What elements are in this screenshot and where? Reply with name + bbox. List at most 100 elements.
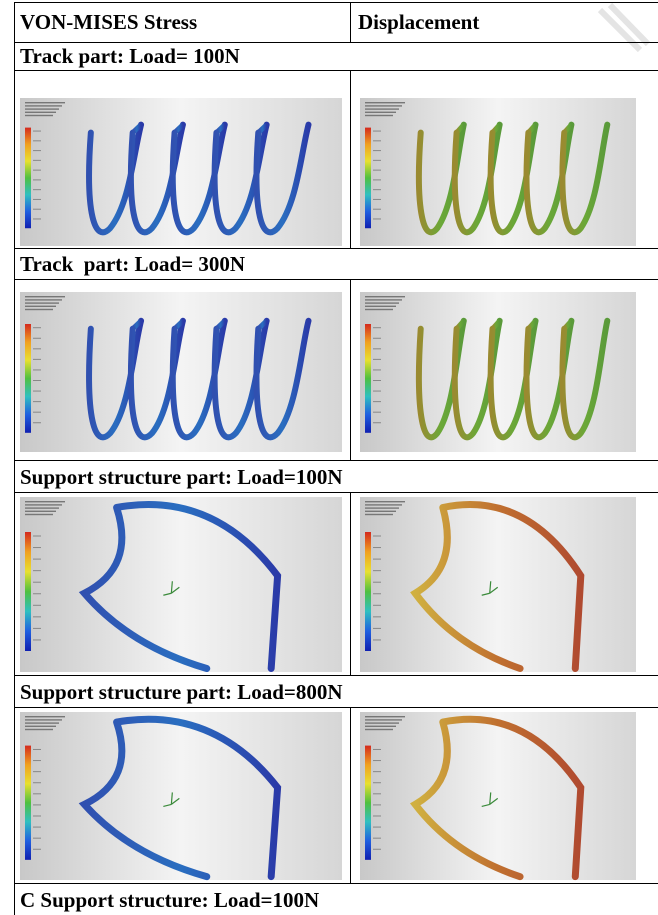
support-frame xyxy=(409,715,585,881)
simulation-image xyxy=(360,712,636,881)
support-frame xyxy=(410,501,585,672)
color-bar-tick xyxy=(33,547,41,549)
image-caption-line xyxy=(25,105,62,107)
image-caption-line xyxy=(365,105,402,107)
image-caption-line xyxy=(365,507,399,509)
color-bar xyxy=(25,127,31,229)
simulation-image xyxy=(360,497,636,672)
simulation-image xyxy=(20,497,342,672)
track-loop xyxy=(253,121,312,236)
track-loop xyxy=(559,121,611,236)
image-caption-line xyxy=(365,305,396,307)
color-bar xyxy=(365,127,371,229)
simulation-image xyxy=(360,98,636,246)
color-bar-tick xyxy=(373,327,381,329)
color-bar-tick xyxy=(33,401,41,403)
image-caption-line xyxy=(25,510,56,512)
image-caption-line xyxy=(25,501,65,503)
color-bar-tick xyxy=(373,218,381,220)
border xyxy=(350,707,351,883)
color-bar-tick xyxy=(373,815,381,817)
image-caption-line xyxy=(365,302,399,304)
color-bar-tick xyxy=(373,337,381,339)
color-bar xyxy=(25,745,31,860)
color-bar-tick xyxy=(373,422,381,424)
border xyxy=(14,707,658,708)
image-caption-line xyxy=(25,504,62,506)
image-background xyxy=(360,712,636,880)
section-title: Support structure part: Load=100N xyxy=(20,464,343,489)
image-caption-line xyxy=(25,305,56,307)
color-bar-tick xyxy=(33,627,41,629)
color-bar-tick xyxy=(33,380,41,381)
color-bar-tick xyxy=(33,130,41,132)
color-bar-tick xyxy=(373,771,381,773)
image-caption-line xyxy=(25,716,65,718)
color-bar-tick xyxy=(33,390,41,392)
image-caption-line xyxy=(25,722,59,724)
color-bar-tick xyxy=(373,208,381,210)
color-bar-tick xyxy=(33,771,41,773)
image-caption-line xyxy=(365,719,402,721)
color-bar-tick xyxy=(373,358,381,360)
color-bar-tick xyxy=(373,380,381,381)
image-caption-line xyxy=(365,102,405,104)
axis-triad xyxy=(163,792,180,807)
color-bar xyxy=(365,324,371,433)
image-caption-line xyxy=(365,728,393,731)
header-cell: Displacement xyxy=(358,9,480,34)
color-bar-tick xyxy=(373,826,381,828)
image-caption-line xyxy=(365,501,405,503)
color-bar-tick xyxy=(33,848,41,850)
color-bar-tick xyxy=(33,169,41,171)
color-bar xyxy=(365,745,371,860)
image-caption-line xyxy=(25,308,53,311)
image-caption-line xyxy=(25,299,62,301)
color-bar-tick xyxy=(33,748,41,750)
color-bar-tick xyxy=(33,337,41,339)
image-caption-line xyxy=(365,716,405,718)
color-bar-tick xyxy=(33,369,41,371)
header-cell: VON-MISES Stress xyxy=(20,9,198,34)
border xyxy=(14,675,658,676)
color-bar-tick xyxy=(33,535,41,537)
color-bar-tick xyxy=(373,627,381,629)
image-caption-line xyxy=(365,513,393,516)
border xyxy=(14,279,658,280)
image-caption-line xyxy=(25,728,53,731)
color-bar-tick xyxy=(373,593,381,595)
image-caption-line xyxy=(25,513,53,516)
track-loop xyxy=(559,317,611,441)
image-caption-line xyxy=(365,114,393,117)
color-bar-tick xyxy=(33,358,41,360)
color-bar-tick xyxy=(33,208,41,210)
color-bar-tick xyxy=(33,604,41,606)
color-bar-tick xyxy=(33,422,41,424)
border xyxy=(14,42,658,43)
color-bar-tick xyxy=(373,616,381,618)
color-bar-tick xyxy=(373,150,381,152)
border xyxy=(14,460,658,461)
color-bar-tick xyxy=(33,189,41,191)
color-bar-tick xyxy=(33,760,41,762)
color-bar xyxy=(25,324,31,433)
color-bar-tick xyxy=(33,159,41,161)
color-bar-tick xyxy=(373,547,381,549)
color-bar-tick xyxy=(373,848,381,850)
simulation-image xyxy=(360,292,636,452)
image-caption-line xyxy=(25,296,65,298)
image-caption-line xyxy=(25,725,56,727)
image-caption-line xyxy=(25,114,53,117)
color-bar-tick xyxy=(33,218,41,220)
border xyxy=(350,70,351,248)
color-bar xyxy=(25,532,31,651)
color-bar-tick xyxy=(33,837,41,839)
color-bar-tick xyxy=(373,535,381,537)
color-bar-tick xyxy=(373,189,381,191)
border xyxy=(14,2,15,915)
watermark xyxy=(597,2,651,53)
border xyxy=(14,492,658,493)
color-bar-tick xyxy=(373,159,381,161)
color-bar-tick xyxy=(373,411,381,413)
